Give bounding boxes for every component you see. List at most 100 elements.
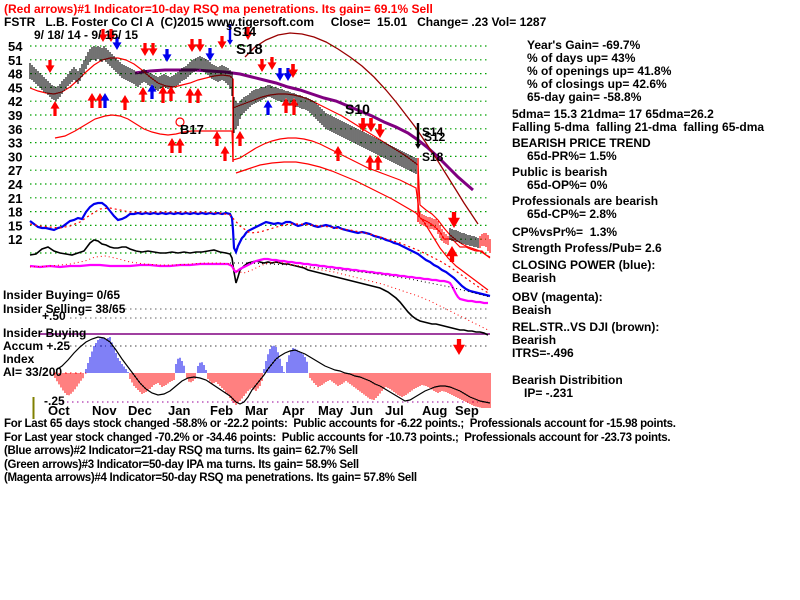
sell-arrow-down-icon [187,39,197,52]
accum-index-bars [129,373,175,394]
upper-band-brown [244,32,479,225]
band-lower-red [54,114,491,258]
buy-arrow-up-icon [289,98,299,115]
closing-power-blue [29,201,491,298]
obv-magenta [29,257,488,305]
accum-index-bars [207,373,263,405]
ticker-info-line: FSTR L.B. Foster Co Cl A (C)2015 www.tig… [4,15,547,29]
footer-line: For Last year stock changed -70.2% or -3… [4,432,671,444]
buy-arrow-up-icon [212,131,222,146]
sell-arrow-down-icon [98,29,108,42]
sell-arrow-down-icon [267,57,277,70]
right-panel-line: CP%vsPr%= 1.3% [512,225,618,239]
price-axis-tick: 54 [8,39,23,54]
buy-arrow-up-icon [50,101,60,116]
footer-line: (Green arrows)#3 Indicator=50-day IPA ma… [4,459,359,471]
footer-line: (Blue arrows)#2 Indicator=21-day RSQ ma … [4,445,358,457]
accum-index-bars [175,357,185,373]
signal-label-b17: B17 [180,122,204,137]
buy-arrow-up-icon [365,155,375,170]
sell-arrow-down-icon [205,48,215,61]
right-panel-line: % of days up= 43% [527,51,636,65]
obv-ma-black-dotted [230,262,491,298]
price-axis-tick: 33 [8,136,22,151]
sell-arrow-down-icon [140,43,150,56]
buy-arrow-up-icon [147,84,157,99]
sell-arrow-down-icon [283,68,293,81]
sell-arrow-down-icon [148,43,158,56]
accum-index-bars [197,362,207,373]
accum-index-bars [85,337,129,373]
month-label-aug: Aug [422,403,447,418]
buy-arrow-up-icon [185,88,195,103]
price-axis-tick: 27 [8,163,22,178]
sell-arrow-down-icon [288,64,298,78]
price-axis-tick: 48 [8,67,22,82]
accum-index-ma-line [55,336,491,405]
month-label-may: May [318,403,344,418]
sell-arrow-down-icon [217,36,227,49]
accum-index-bars [286,348,308,373]
sell-arrow-down-icon [275,68,285,81]
signal-label-s: s [226,21,232,33]
right-panel-line: 5dma= 15.3 21dma= 17 65dma=26.2 [512,107,714,121]
buy-arrow-up-icon [333,146,343,161]
month-label-apr: Apr [282,403,304,418]
month-label-dec: Dec [128,403,152,418]
buy-arrow-up-icon [193,88,203,103]
price-axis-tick: 30 [8,149,22,164]
right-panel-line: Professionals are bearish [512,194,659,208]
price-axis-tick: 21 [8,191,22,206]
footer-line: (Magenta arrows)#4 Indicator=50-day RSQ … [4,472,417,484]
right-panel-line: Bearish Distribition [512,373,623,387]
left-label: +.50 [42,309,66,323]
left-label: Insider Selling= 38/65 [3,302,126,316]
right-panel-line: 65d-CP%= 2.8% [527,207,617,221]
right-panel-line: Public is bearish [512,165,608,179]
right-panel-line: OBV (magenta): [512,290,603,304]
price-axis-tick: 24 [8,177,23,192]
price-ohlc-bars [419,212,449,245]
sell-arrow-down-icon [366,118,376,132]
cp-ma-red-dotted [29,207,491,295]
buy-arrow-up-icon [166,86,176,101]
buy-arrow-up-icon [373,155,383,170]
right-panel-line: CLOSING POWER (blue): [512,258,656,272]
month-label-jul: Jul [385,403,404,418]
right-panel-line: Year's Gain= -69.7% [527,38,641,52]
sell-arrow-down-icon [162,49,172,62]
left-label: Accum +.25 [3,339,71,353]
sell-arrow-down-icon [415,123,421,149]
right-panel-line: Strength Profess/Pub= 2.6 [512,241,662,255]
sell-arrow-down-icon [45,60,55,73]
right-panel-line: Bearish [512,271,557,285]
signal-label-s10: S10 [345,101,370,117]
month-label-jan: Jan [168,403,190,418]
rel-str-black [29,239,489,336]
buy-arrow-up-icon [158,86,168,103]
sell-arrow-down-icon [375,124,385,138]
signal-label-s12: S12 [424,130,446,144]
signal-label-s18: S18 [422,150,444,164]
left-label: Index [3,352,35,366]
price-ohlc-bars [29,46,417,174]
buy-arrow-up-icon [281,98,291,113]
signal-label-s14: S14 [422,125,444,139]
buy-arrow-up-icon [175,138,185,153]
buy-arrow-up-icon [87,93,97,108]
price-ohlc-bars [479,233,491,253]
price-ohlc-bars [449,228,479,248]
signal-label-s18: S18 [236,41,263,58]
sell-arrow-down-icon [243,27,253,40]
month-label-feb: Feb [210,403,233,418]
left-label: Insider Buying= 0/65 [3,288,121,302]
footer-line: For Last 65 days stock changed -58.8% or… [4,418,676,430]
month-label-nov: Nov [92,403,117,418]
price-axis-tick: 51 [8,53,22,68]
buy-arrow-up-icon [167,138,177,153]
buy-arrow-up-icon [263,100,273,115]
price-axis-tick: 18 [8,205,22,220]
sell-arrow-down-icon [358,118,368,132]
price-axis-tick: 15 [8,218,22,233]
